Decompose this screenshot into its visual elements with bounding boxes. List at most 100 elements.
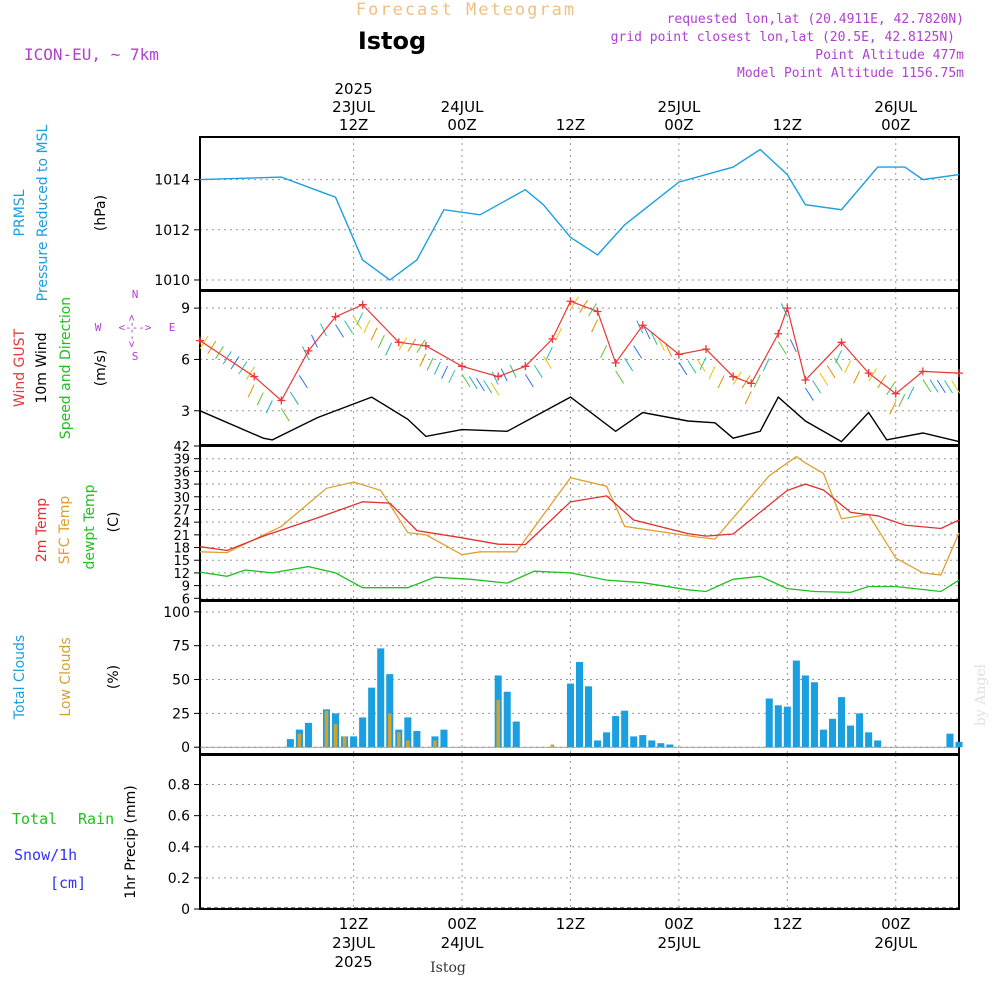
wind-direction-arrow [762,358,770,372]
y-tick-label: 9 [181,301,190,317]
wind-direction-arrow [812,380,822,394]
gust-marker [674,350,683,359]
wind-direction-arrow [898,394,906,408]
wind-direction-arrow [199,335,209,349]
wind-direction-arrow [461,374,471,388]
gust-marker [955,369,963,378]
gust-marker [494,372,503,381]
y-tick-label: 0 [181,902,190,918]
y-tick-label: 1012 [154,223,190,239]
2m-temp-line [199,483,960,552]
total-cloud-bar [774,705,782,748]
wind-direction-arrow [696,358,706,372]
gust-marker [747,379,756,388]
gust-marker [521,362,530,371]
wind-direction-arrow [717,375,725,389]
y-tick-label: 12 [173,567,190,582]
wind-direction-arrow [377,335,385,349]
y-tick-label: 1014 [154,173,190,189]
wind-direction-arrow [441,365,449,379]
y-tick-label: 0.6 [168,809,190,825]
gust-marker [331,312,340,321]
bottom-time-label: 12Z [773,915,802,933]
gust-marker [277,396,286,405]
precip-rain-label: Rain [78,810,114,828]
y-tick-label: 6 [182,592,190,607]
total-cloud-bar [828,718,837,748]
gust-marker [864,369,873,378]
wind-direction-arrow [311,334,318,348]
total-cloud-bar [946,733,954,748]
gust-marker [837,338,846,347]
total-cloud-bar [377,648,385,748]
y-tick-label: 0 [181,740,190,756]
wind10-label: 10m Wind [34,332,50,403]
top-time-label: 12Z [556,116,585,134]
top-time-label: 26JUL [874,98,917,116]
total-cloud-bar [666,744,674,748]
top-time-label: 12Z [339,116,368,134]
wind-direction-arrow [385,342,393,356]
footer-station: Istog [430,960,466,976]
wind-direction-arrow [289,391,299,405]
bottom-time-label: 00Z [664,915,693,933]
grid-point-coords: grid point closest lon,lat (20.5E, 42.81… [611,30,955,45]
top-time-label: 00Z [447,116,476,134]
wind-direction-arrow [633,345,643,359]
cloud-unit: (%) [106,665,122,689]
wind-direction-arrow [246,366,255,380]
wind-direction-arrow [780,303,788,317]
y-tick-label: 33 [173,478,190,493]
pressure-unit: (hPa) [93,195,109,231]
compass-ns-arrow: <---> [125,314,138,347]
wind-direction-arrow [929,379,939,393]
gust-marker [358,300,367,309]
total-cloud-bar [585,686,593,748]
wind-direction-arrow [483,380,493,394]
wind10-line [199,395,960,443]
low-cloud-bar [550,744,555,748]
wind-direction-arrow [344,320,353,334]
wind-direction-arrow [615,370,625,384]
wind-direction-arrow [853,370,861,384]
model-label: ICON-EU, ~ 7km [24,45,159,64]
y-tick-label: 30 [173,491,190,506]
low-cloud-bar [397,732,401,748]
y-tick-label: 3 [181,404,190,420]
wind-direction-arrow [222,351,232,365]
precip-unit: 1hr Precip (mm) [123,785,139,898]
total-cloud-bar [594,740,602,748]
wind-direction-arrow [636,320,644,334]
wind-direction-arrow [777,341,787,355]
wind-direction-arrow [247,384,255,398]
wind-direction-arrow [624,358,634,372]
t2m-label: 2m Temp [34,498,50,562]
low-cloud-bar [333,724,338,748]
wind-direction-arrow [238,361,248,375]
y-tick-label: 1010 [154,273,190,289]
wind-direction-arrow [448,369,456,383]
total-cloud-bar [413,730,421,748]
wind-direction-arrow [951,380,961,394]
panel-frame [199,290,960,446]
wind-direction-arrow [826,365,836,379]
bottom-time-label: 00Z [881,915,910,933]
gust-marker [196,336,204,345]
precip-snow-label: Snow/1h [14,846,77,864]
gust-marker [304,346,313,355]
gust-marker [801,375,810,384]
low-cloud-bar [496,699,500,748]
wind-direction-arrow [744,391,752,405]
wind-direction-arrow [699,356,707,370]
y-tick-label: 42 [173,440,190,455]
wind-direction-arrow [804,387,814,401]
total-cloud-bar [792,660,800,748]
wind-direction-arrow [877,375,887,389]
wind-direction-arrow [280,408,290,422]
total-cloud-bar [612,716,620,748]
wind-direction-arrow [789,339,797,353]
dewpt-line [199,565,960,594]
dewpt-label: dewpt Temp [82,484,98,569]
gust-marker [702,345,710,354]
y-tick-label: 36 [173,465,190,480]
